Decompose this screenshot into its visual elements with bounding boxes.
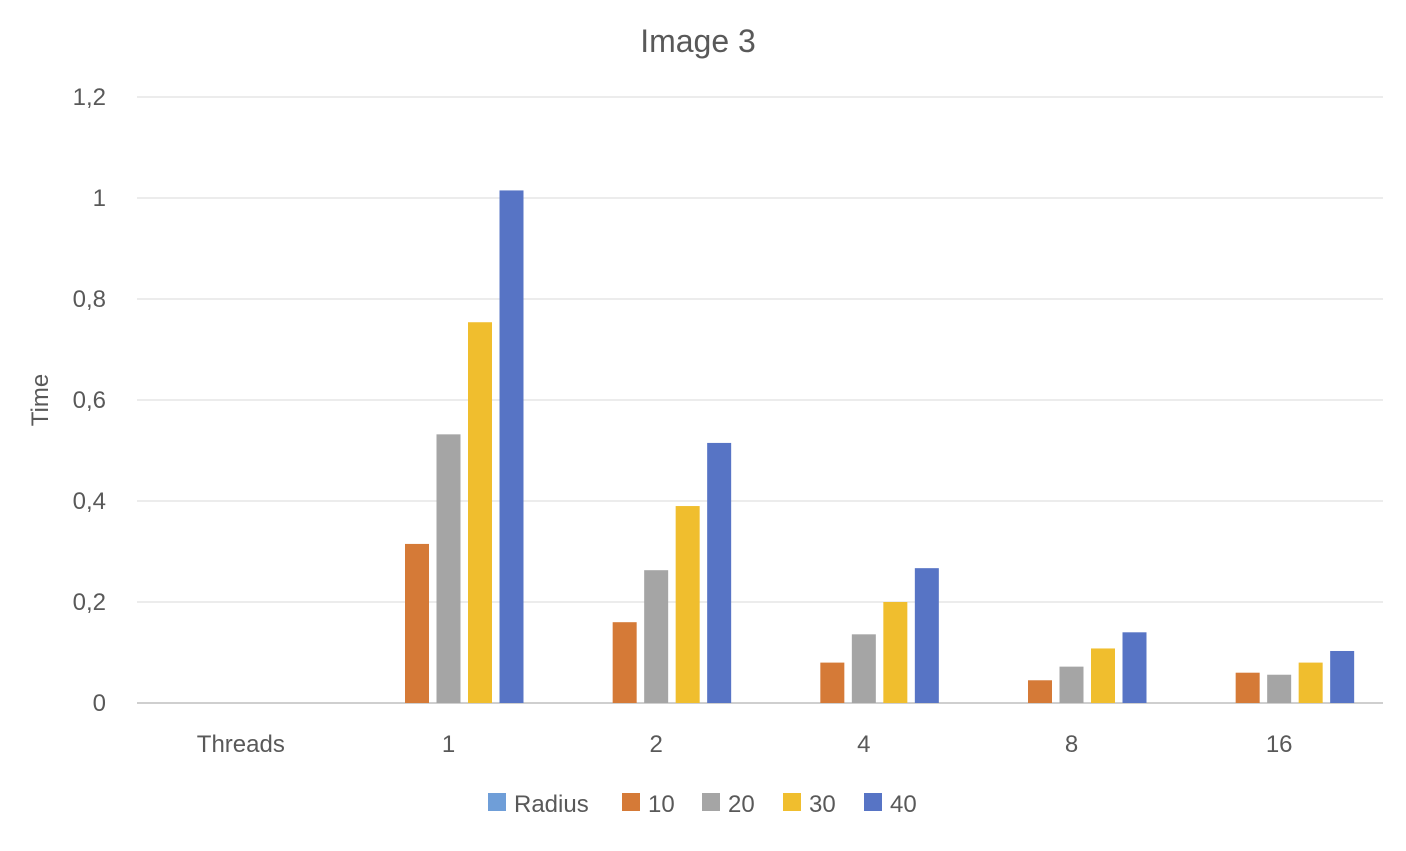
legend-label: 30 [809, 791, 836, 818]
y-axis-label: Time [27, 374, 54, 426]
bars [405, 190, 1355, 704]
bar [1298, 662, 1323, 703]
legend: Radius 10 20 30 40 [488, 791, 917, 818]
legend-label: 10 [648, 791, 675, 818]
bar [707, 442, 732, 703]
bar [820, 662, 845, 703]
bar [1267, 674, 1292, 703]
bar [675, 506, 700, 703]
chart-title: Image 3 [640, 23, 756, 59]
legend-swatch [488, 793, 506, 811]
legend-swatch [864, 793, 882, 811]
legend-swatch [783, 793, 801, 811]
x-axis-ticks: Threads 1 2 4 8 16 [197, 731, 1293, 758]
legend-label: 20 [728, 791, 755, 818]
legend-swatch [702, 793, 720, 811]
x-tick-label: 8 [1065, 731, 1078, 758]
bar [1091, 648, 1115, 703]
bar [612, 622, 637, 703]
bar [1059, 666, 1084, 703]
legend-label: Radius [514, 791, 589, 818]
x-tick-label: 2 [649, 731, 662, 758]
bar [1330, 650, 1355, 703]
y-tick-label: 1 [93, 185, 106, 212]
x-tick-label: Threads [197, 731, 285, 758]
gridlines [137, 96, 1383, 704]
y-tick-label: 0,8 [73, 286, 106, 313]
x-tick-label: 16 [1266, 731, 1293, 758]
y-tick-label: 0,6 [73, 387, 106, 414]
bar [644, 570, 669, 703]
legend-swatch [622, 793, 640, 811]
bar [499, 190, 524, 704]
legend-label: 40 [890, 791, 917, 818]
x-tick-label: 4 [857, 731, 870, 758]
y-tick-label: 1,2 [73, 84, 106, 111]
bar [1028, 680, 1052, 703]
y-tick-label: 0,4 [73, 488, 106, 515]
y-tick-label: 0,2 [73, 589, 106, 616]
y-axis-ticks: 0 0,2 0,4 0,6 0,8 1 1,2 [73, 84, 106, 717]
y-tick-label: 0 [93, 690, 106, 717]
bar [1235, 672, 1260, 703]
bar [851, 634, 876, 703]
bar [405, 543, 429, 703]
bar [1122, 632, 1147, 703]
bar [883, 602, 908, 703]
x-tick-label: 1 [442, 731, 455, 758]
bar [436, 434, 461, 703]
bar [468, 322, 492, 703]
bar [914, 568, 939, 703]
